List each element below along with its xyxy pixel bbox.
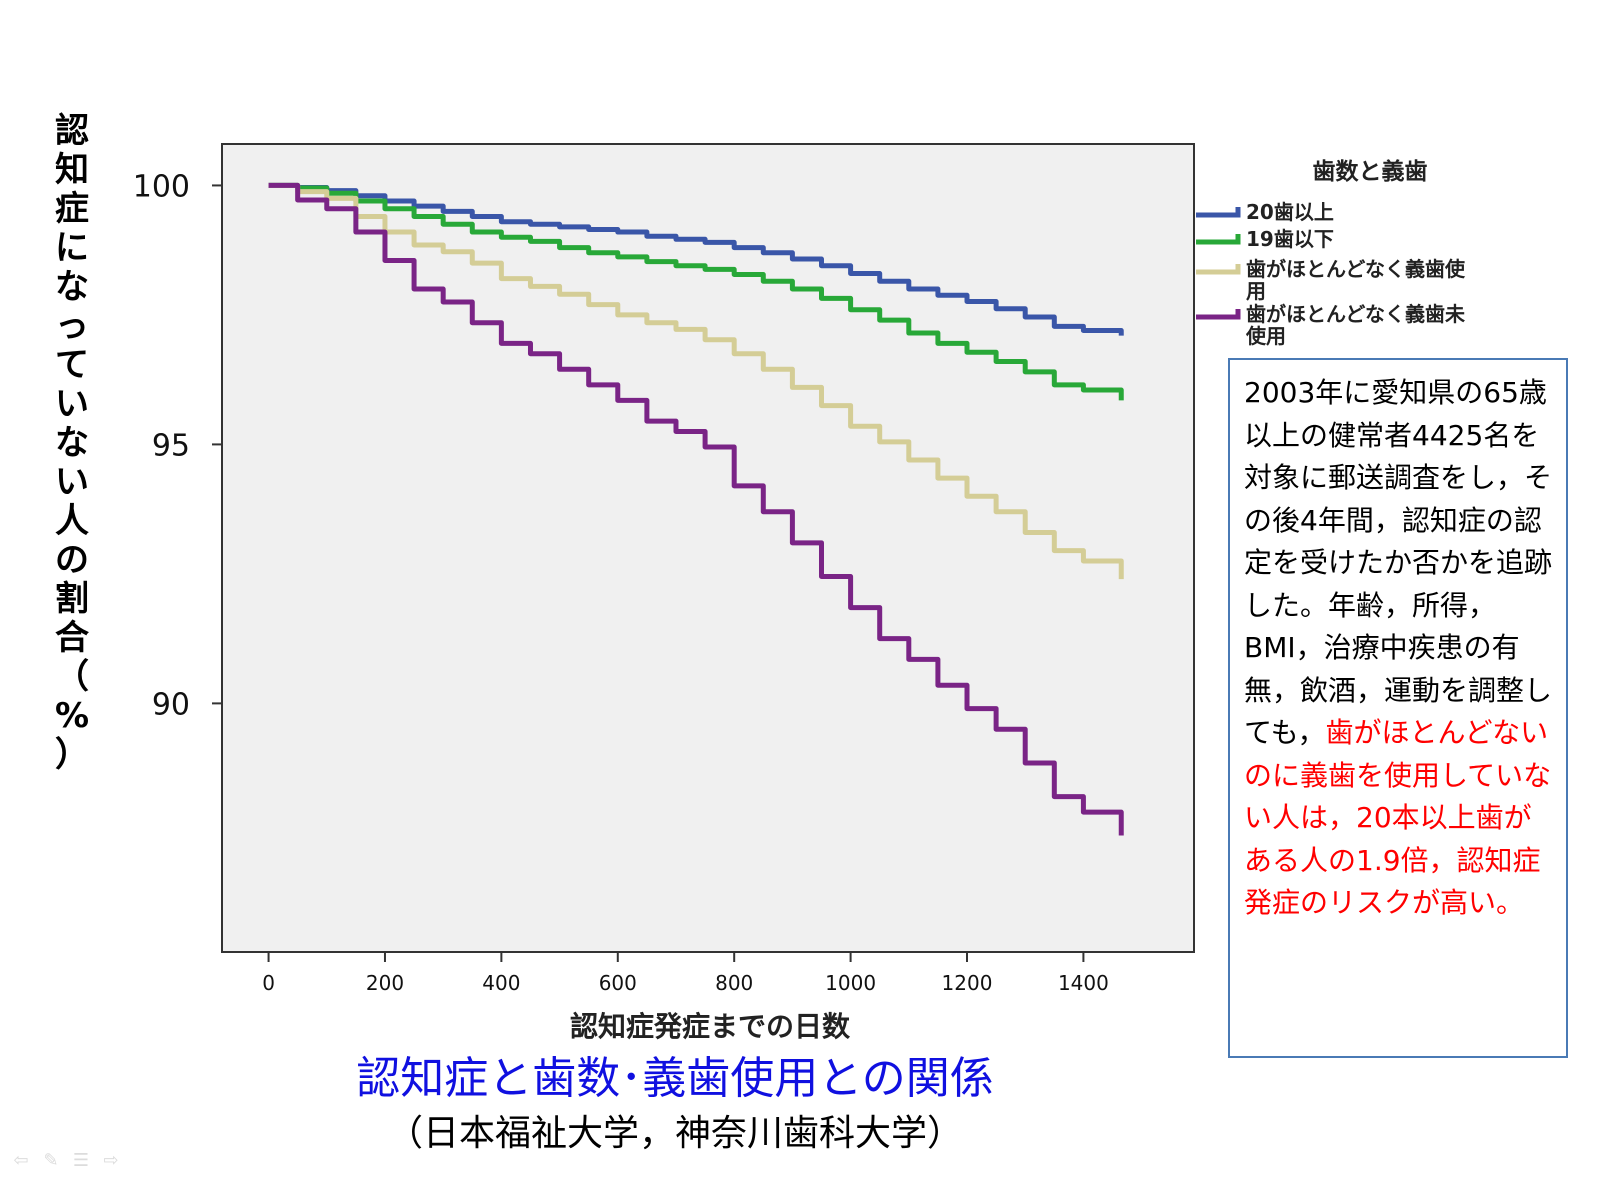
legend-label-1: 20歯以上: [1246, 200, 1334, 224]
x-tick-label: 1400: [1058, 971, 1109, 995]
pen-icon[interactable]: ✎: [43, 1150, 59, 1171]
legend-swatch-2: [1196, 234, 1241, 245]
y-axis-label-char: の: [55, 540, 89, 580]
info-highlight-text: 歯がほとんどないのに義歯を使用していない人は，20本以上歯がある人の1.9倍，認…: [1244, 716, 1552, 919]
x-tick-label: 600: [599, 971, 637, 995]
legend-label-2: 19歯以下: [1246, 227, 1334, 251]
y-axis-label-char: %: [54, 696, 90, 736]
x-tick-label: 0: [262, 971, 275, 995]
legend-label-3: 歯がほとんどなく義歯使: [1246, 257, 1466, 281]
plot-area: [221, 143, 1195, 953]
menu-icon[interactable]: ☰: [72, 1150, 90, 1171]
next-arrow-icon[interactable]: ⇨: [103, 1150, 119, 1171]
y-axis-label-char: 症: [55, 189, 89, 229]
y-axis-label-char: 知: [55, 150, 89, 190]
legend-swatch-3: [1196, 264, 1241, 275]
x-axis-label: 認知症発症までの日数: [570, 1010, 851, 1043]
series-line-1: [268, 182, 1124, 336]
legend-title: 歯数と義歯: [1313, 158, 1428, 185]
x-tick-label: 400: [482, 971, 520, 995]
slide-nav: ⇦ ✎ ☰ ⇨: [10, 1150, 122, 1171]
y-axis-label-char: な: [55, 423, 89, 463]
page-title: 認知症と歯数･義歯使用との関係: [356, 1053, 994, 1104]
info-box: 2003年に愛知県の65歳以上の健常者4425名を対象に郵送調査をし，その後4年…: [1228, 358, 1568, 1058]
y-axis-label: 認知症になっていない人の割合（%）: [50, 112, 94, 775]
legend-label-3: 用: [1246, 279, 1266, 303]
y-axis-label-char: に: [55, 228, 89, 268]
x-tick-label: 800: [715, 971, 753, 995]
y-axis-label-char: （: [55, 657, 89, 697]
y-tick-label: 90: [152, 687, 190, 722]
series-line-3: [268, 182, 1124, 580]
x-tick-label: 1200: [942, 971, 993, 995]
y-tick-label: 100: [133, 169, 190, 204]
y-axis-label-char: い: [55, 384, 89, 424]
y-axis-label-char: 合: [55, 618, 89, 658]
legend-label-4: 歯がほとんどなく義歯未: [1246, 302, 1465, 326]
legend-swatch-1: [1196, 207, 1241, 218]
y-axis-label-char: な: [55, 267, 89, 307]
x-tick-label: 200: [366, 971, 404, 995]
y-axis-label-char: 割: [55, 579, 89, 619]
legend-label-4: 使用: [1245, 324, 1286, 348]
prev-arrow-icon[interactable]: ⇦: [13, 1150, 29, 1171]
page-subtitle: （日本福祉大学，神奈川歯科大学）: [386, 1113, 963, 1154]
y-axis-label-char: て: [55, 345, 89, 385]
series-line-4: [268, 182, 1124, 836]
x-tick-label: 1000: [825, 971, 876, 995]
y-axis-label-char: い: [55, 462, 89, 502]
y-axis-label-char: ）: [55, 735, 89, 775]
y-axis-label-char: 認: [55, 111, 89, 151]
info-text: 2003年に愛知県の65歳以上の健常者4425名を対象に郵送調査をし，その後4年…: [1244, 376, 1553, 749]
legend-swatch-4: [1196, 309, 1241, 320]
y-axis-label-char: っ: [55, 306, 89, 346]
y-tick-label: 95: [152, 428, 190, 463]
series-line-2: [268, 182, 1124, 401]
y-axis-label-char: 人: [55, 501, 89, 541]
